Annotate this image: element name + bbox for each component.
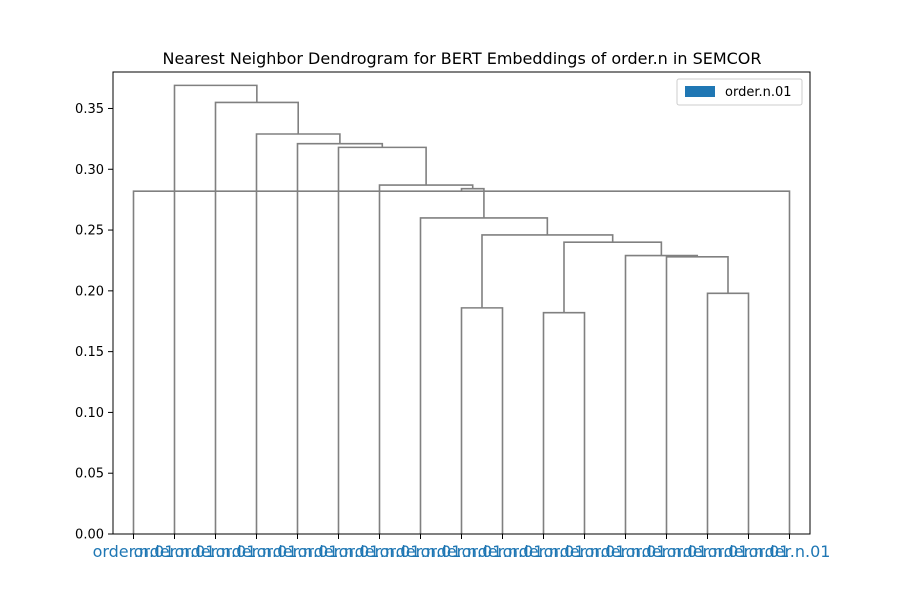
leaf-label: order.n.01 xyxy=(175,542,257,561)
y-tick-label: 0.10 xyxy=(75,406,104,421)
dendrogram-link xyxy=(378,184,474,534)
dendrogram-link xyxy=(542,311,586,534)
dendrogram-link xyxy=(173,84,258,534)
leaf-label: order.n.01 xyxy=(544,542,626,561)
leaf-label: order.n.01 xyxy=(380,542,462,561)
leaf-label: order.n.01 xyxy=(708,542,790,561)
leaf-label: order.n.01 xyxy=(93,542,175,561)
leaf-label: order.n.01 xyxy=(421,542,503,561)
leaf-label: order.n.01 xyxy=(585,542,667,561)
legend: order.n.01 xyxy=(676,78,803,106)
leaf-label: order.n.01 xyxy=(626,542,708,561)
leaf-label: order.n.01 xyxy=(298,542,380,561)
legend-swatch xyxy=(685,86,715,97)
y-tick-label: 0.35 xyxy=(75,102,104,117)
legend-label: order.n.01 xyxy=(725,85,792,100)
x-axis: order.n.01order.n.01order.n.01order.n.01… xyxy=(93,534,831,561)
dendrogram-link xyxy=(460,307,504,534)
y-tick-label: 0.15 xyxy=(75,345,104,360)
dendrogram-link xyxy=(337,146,427,534)
leaf-label: order.n.01 xyxy=(503,542,585,561)
dendrogram-link xyxy=(563,241,663,313)
leaf-label: order.n.01 xyxy=(462,542,544,561)
dendrogram-link xyxy=(419,217,549,534)
dendrogram-link xyxy=(460,187,485,218)
y-tick-label: 0.30 xyxy=(75,163,104,178)
dendrogram-link xyxy=(665,256,729,534)
y-tick-label: 0.25 xyxy=(75,224,104,239)
leaf-label: order.n.01 xyxy=(749,542,831,561)
dendrogram-link xyxy=(214,101,300,534)
leaf-label: order.n.01 xyxy=(339,542,421,561)
dendrogram-link xyxy=(296,142,384,534)
y-tick-label: 0.20 xyxy=(75,284,104,299)
dendrogram-link xyxy=(481,234,614,308)
leaf-label: order.n.01 xyxy=(134,542,216,561)
leaf-label: order.n.01 xyxy=(257,542,339,561)
y-tick-label: 0.00 xyxy=(75,528,104,543)
y-tick-label: 0.05 xyxy=(75,467,104,482)
leaf-label: order.n.01 xyxy=(216,542,298,561)
y-axis: 0.00 0.05 0.10 0.15 0.20 0.25 0.30 0.35 xyxy=(75,102,113,543)
chart-title: Nearest Neighbor Dendrogram for BERT Emb… xyxy=(162,49,761,68)
dendrogram-link xyxy=(706,292,750,534)
dendrogram-link xyxy=(624,254,699,534)
dendrogram-links xyxy=(132,84,791,534)
legend-box xyxy=(676,78,803,106)
leaf-label: order.n.01 xyxy=(667,542,749,561)
